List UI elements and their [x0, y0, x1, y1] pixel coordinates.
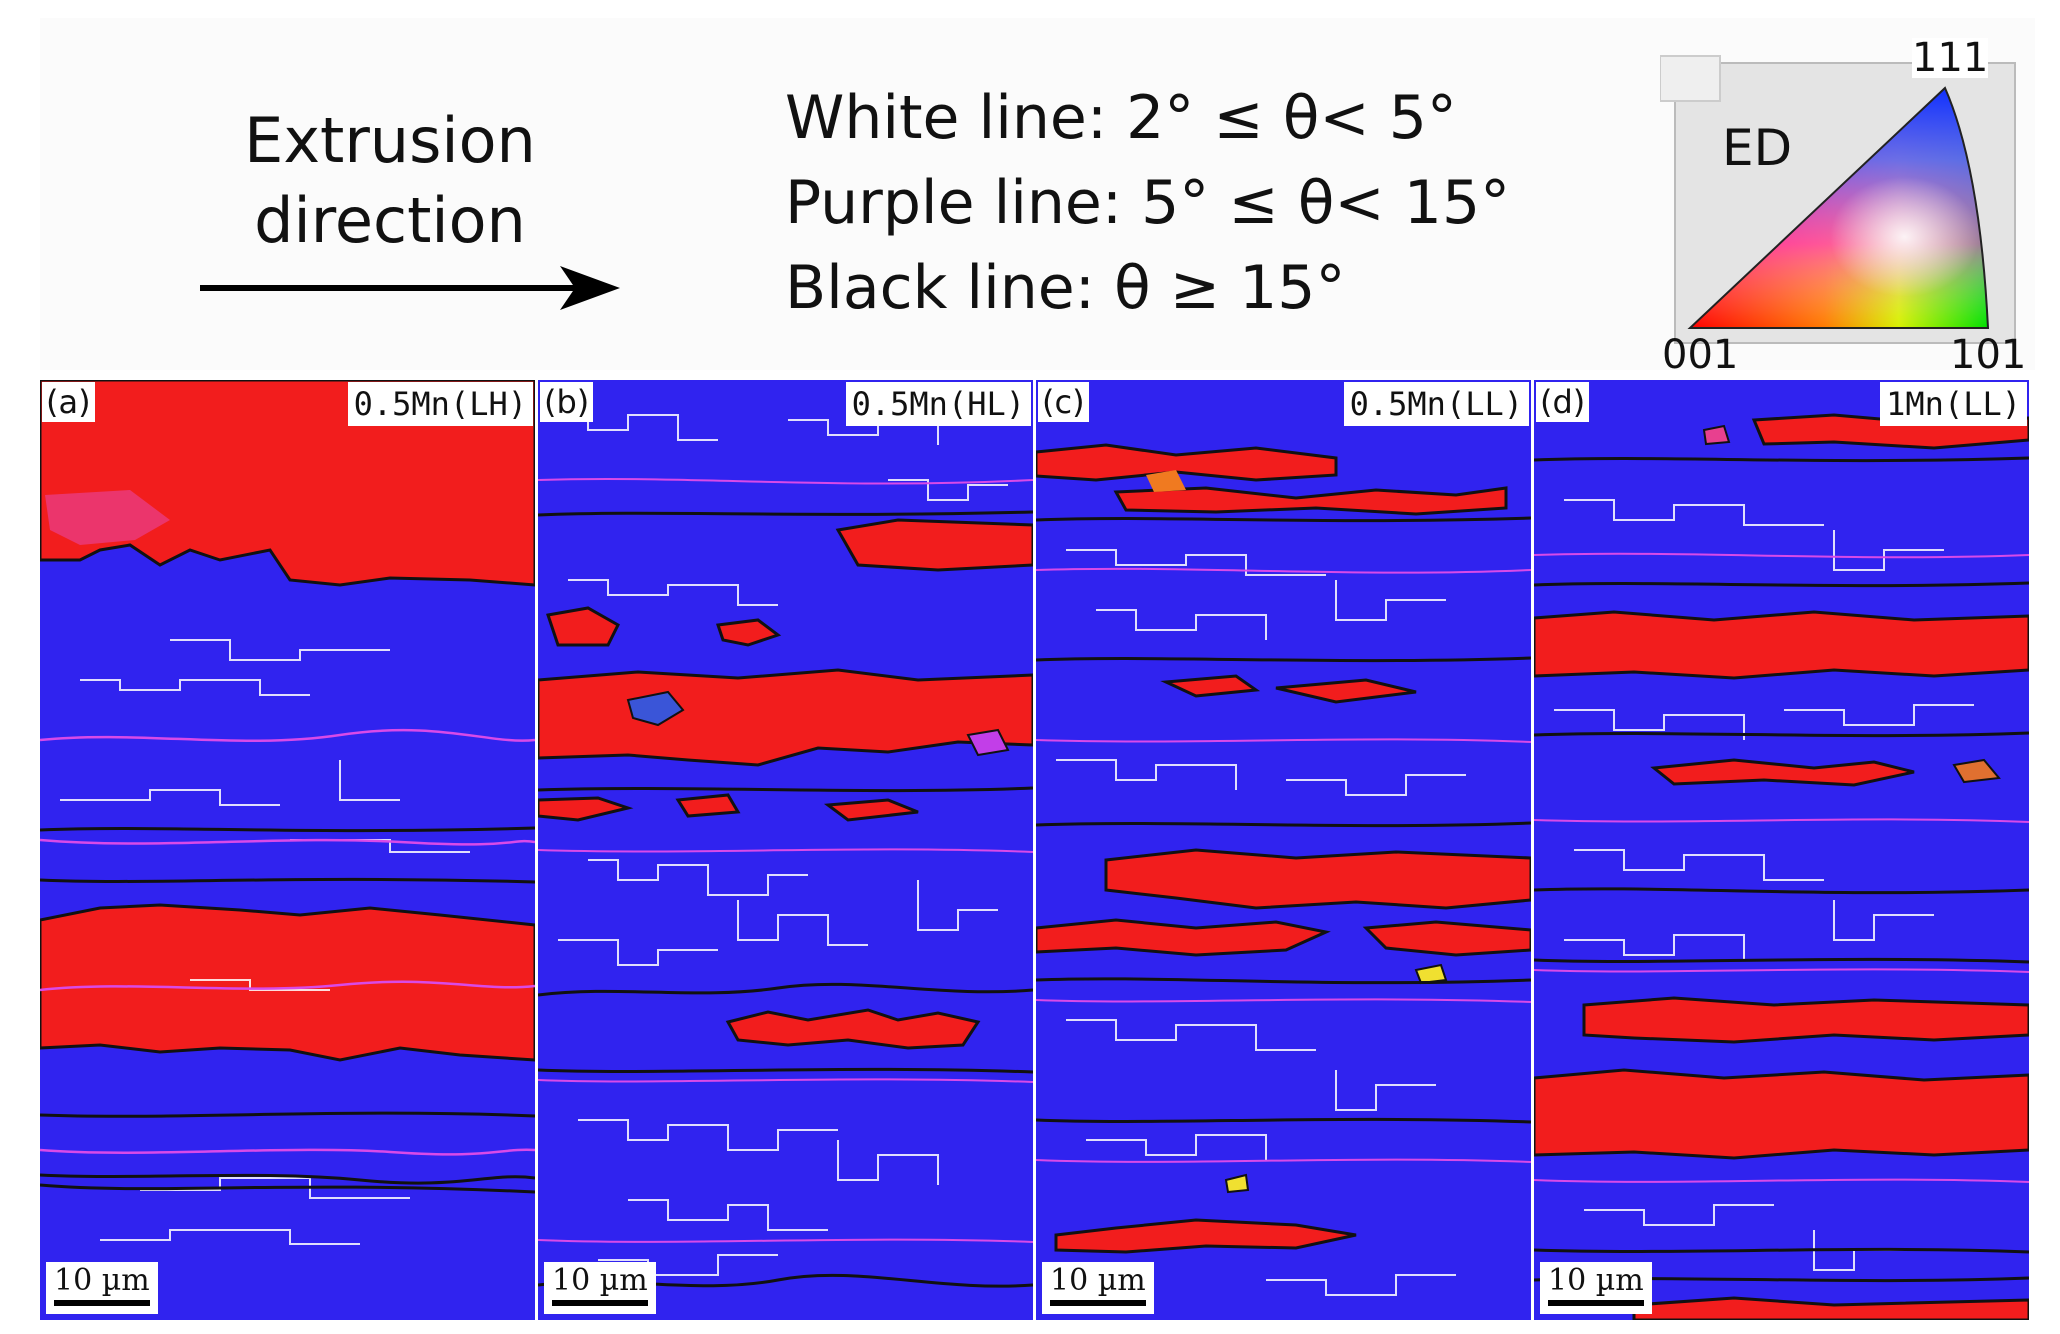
scale-bar-line [1548, 1300, 1644, 1306]
panel-sample-label: 1Mn(LL) [1880, 382, 2027, 426]
ebsd-map-a: (a) 0.5Mn(LH) 10 µm [40, 380, 535, 1320]
ebsd-map-d: (d) 1Mn(LL) 10 µm [1534, 380, 2029, 1320]
legend-white-line: White line: 2° ≤ θ< 5° [785, 83, 1457, 153]
scale-bar: 10 µm [1042, 1262, 1154, 1314]
panel-letter: (c) [1038, 382, 1089, 422]
panel-sample-label: 0.5Mn(HL) [845, 382, 1031, 426]
scale-bar-line [54, 1300, 150, 1306]
scale-bar-line [1050, 1300, 1146, 1306]
ipf-101-label: 101 [1950, 332, 2027, 378]
ipf-001-label: 001 [1662, 332, 1739, 378]
ebsd-orientation-map [1036, 380, 1531, 1320]
panel-letter: (b) [540, 382, 594, 422]
scale-bar: 10 µm [46, 1262, 158, 1314]
ebsd-orientation-map [538, 380, 1033, 1320]
scale-bar-text: 10 µm [1050, 1263, 1146, 1298]
scale-bar: 10 µm [1540, 1262, 1652, 1314]
scale-bar-text: 10 µm [54, 1263, 150, 1298]
ipf-color-key: ED 111 001 101 [1660, 35, 2035, 378]
ipf-ed-label: ED [1722, 119, 1793, 177]
scale-bar: 10 µm [544, 1262, 656, 1314]
legend-black-line: Black line: θ ≥ 15° [785, 253, 1346, 323]
extrusion-arrow-icon [200, 266, 620, 310]
extrusion-label-line2: direction [254, 184, 526, 257]
ebsd-orientation-map [1534, 380, 2029, 1320]
panel-letter: (a) [42, 382, 95, 422]
ebsd-map-c: (c) 0.5Mn(LL) 10 µm [1036, 380, 1531, 1320]
legend-purple-line: Purple line: 5° ≤ θ< 15° [785, 168, 1511, 238]
figure-header: Extrusion direction White line: 2° ≤ θ< … [40, 18, 2035, 378]
ebsd-map-b: (b) 0.5Mn(HL) 10 µm [538, 380, 1033, 1320]
scale-bar-text: 10 µm [552, 1263, 648, 1298]
ebsd-orientation-map [40, 380, 535, 1320]
scale-bar-text: 10 µm [1548, 1263, 1644, 1298]
panel-letter: (d) [1536, 382, 1590, 422]
extrusion-label-line1: Extrusion [244, 104, 536, 177]
ipf-111-label: 111 [1912, 35, 1989, 81]
scale-bar-line [552, 1300, 648, 1306]
panel-sample-label: 0.5Mn(LH) [347, 382, 533, 426]
panel-sample-label: 0.5Mn(LL) [1343, 382, 1529, 426]
